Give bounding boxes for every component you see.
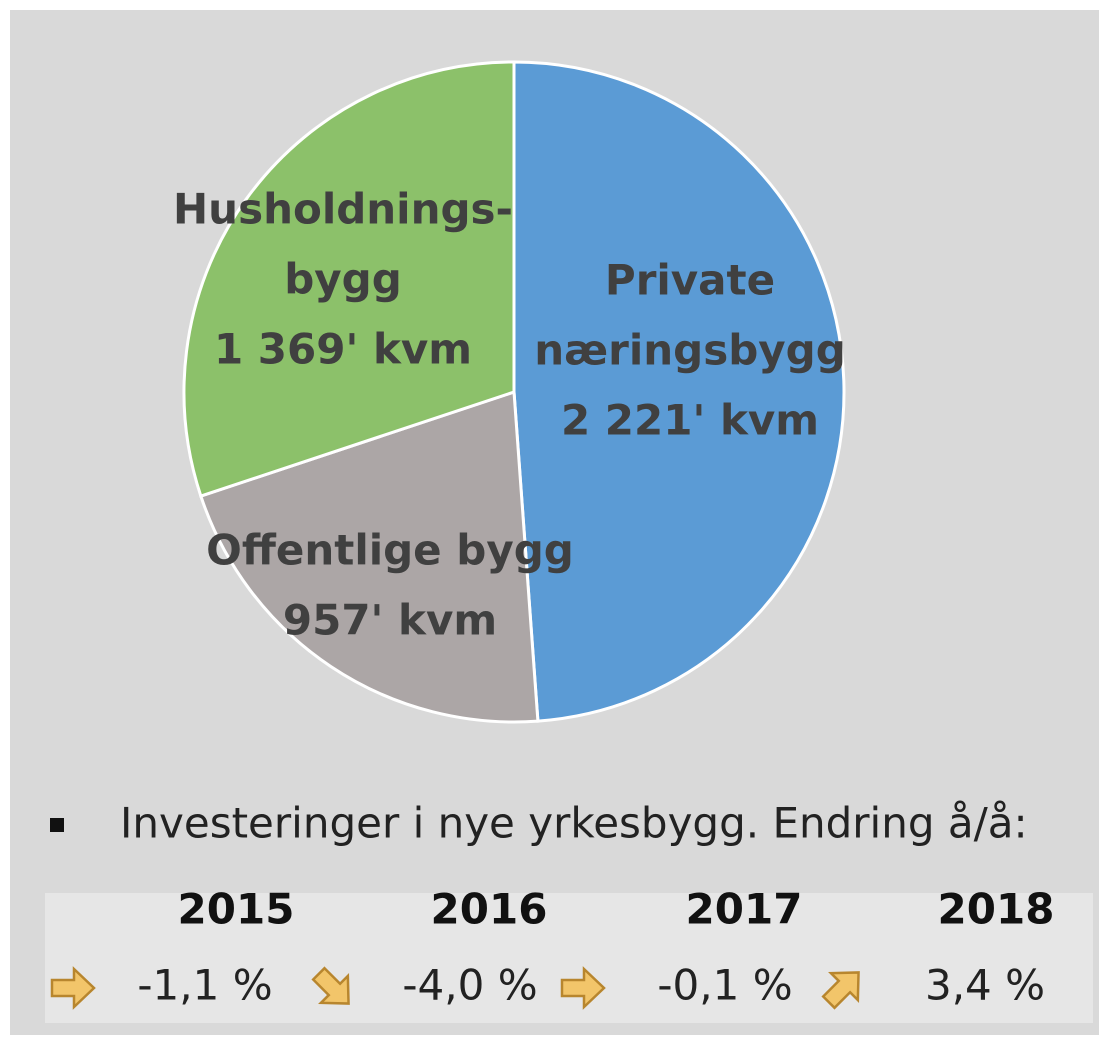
change-value: -4,0 % [402, 961, 537, 1010]
trend-arrow [50, 966, 96, 1010]
change-value: 3,4 % [925, 961, 1045, 1010]
table-band [45, 893, 1093, 1023]
bullet-text: Investeringer i nye yrkesbygg. Endring å… [120, 799, 1028, 848]
slice-value-label: 2 221' kvm [561, 396, 819, 445]
slice-value-label: 1 369' kvm [214, 325, 472, 374]
slice-label: bygg [284, 255, 402, 304]
slice-label: næringsbygg [534, 326, 846, 375]
change-value: -1,1 % [137, 961, 272, 1010]
pie-slice [182, 60, 516, 498]
pie-slice [198, 389, 540, 724]
bullet [50, 818, 64, 832]
slice-label: Private [605, 256, 775, 305]
trend-arrow [821, 971, 860, 1010]
slice-label: Husholdnings- [173, 185, 513, 234]
trend-arrow-shape [311, 966, 350, 1005]
trend-arrow-shape [560, 966, 606, 1010]
year-label: 2018 [938, 885, 1055, 934]
change-value: -0,1 % [657, 961, 792, 1010]
trend-arrow [560, 966, 606, 1010]
slice-value-label: 957' kvm [283, 596, 497, 645]
trend-arrow [311, 966, 350, 1005]
year-label: 2017 [686, 885, 803, 934]
pie-slice [512, 60, 846, 723]
year-label: 2016 [431, 885, 548, 934]
trend-arrow-shape [821, 971, 860, 1010]
year-label: 2015 [178, 885, 295, 934]
slice-label: Offentlige bygg [206, 526, 574, 575]
trend-arrow-shape [50, 966, 96, 1010]
